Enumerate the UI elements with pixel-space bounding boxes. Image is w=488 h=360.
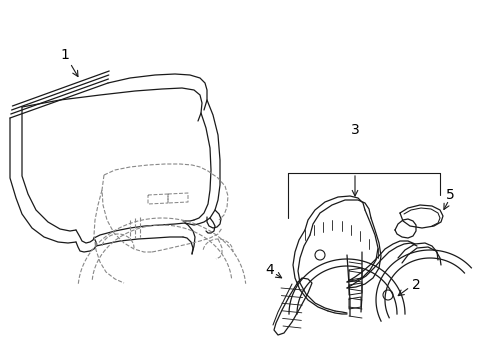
Text: 4: 4 bbox=[265, 263, 274, 277]
Text: 2: 2 bbox=[411, 278, 420, 292]
Text: 5: 5 bbox=[445, 188, 453, 202]
Text: 1: 1 bbox=[61, 48, 69, 62]
Text: 3: 3 bbox=[350, 123, 359, 137]
